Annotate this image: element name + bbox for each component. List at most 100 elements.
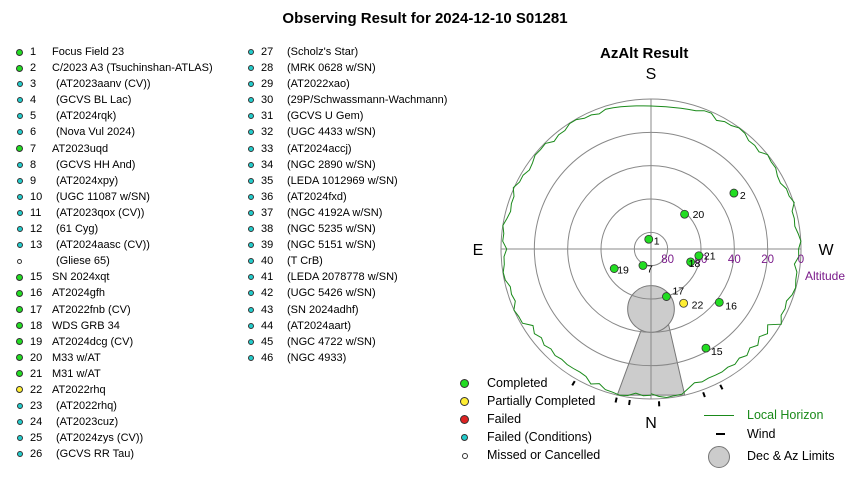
- target-number: 35: [261, 174, 274, 187]
- wind-tick: [614, 397, 618, 403]
- point-label-21: 21: [704, 251, 716, 263]
- target-number: 42: [261, 287, 274, 300]
- status-dot-icon: [17, 258, 22, 264]
- status-dot-icon: [16, 177, 23, 184]
- point-1: [644, 234, 654, 244]
- target-name: (AT2024fxd): [287, 190, 347, 203]
- direction-label-left: E: [473, 242, 484, 259]
- status-dot-icon: [16, 226, 23, 233]
- point-label-7: 7: [647, 263, 653, 275]
- target-name: Focus Field 23: [52, 46, 125, 58]
- wind-tick: [571, 380, 576, 386]
- target-number: 27: [261, 46, 274, 58]
- target-name: (LEDA 2078778 w/SN): [287, 271, 398, 284]
- target-number: 12: [30, 223, 43, 236]
- target-number: 16: [30, 287, 43, 300]
- target-number: 15: [30, 271, 43, 284]
- limits-circle-icon: [708, 446, 730, 468]
- status-dot-icon: [16, 193, 23, 200]
- target-name: WDS GRB 34: [52, 319, 120, 332]
- point-15: [701, 343, 711, 353]
- target-number: 5: [30, 110, 37, 123]
- chart-title: AzAlt Result: [600, 45, 689, 62]
- target-number: 45: [261, 335, 274, 348]
- failed-conditions-swatch: [461, 434, 468, 441]
- target-number: 22: [30, 383, 43, 396]
- target-number: 18: [30, 319, 43, 332]
- target-name: (UGC 4433 w/SN): [287, 126, 376, 139]
- target-name: (AT2024accj): [287, 142, 352, 155]
- target-name: AT2022rhq: [52, 383, 106, 396]
- legend-missed: Missed or Cancelled: [487, 448, 601, 462]
- target-name: AT2024dcg (CV): [52, 335, 134, 348]
- status-dot-icon: [16, 338, 23, 346]
- target-name: AT2022fnb (CV): [52, 303, 131, 316]
- target-name: (AT2023aanv (CV)): [56, 78, 151, 91]
- status-dot-icon: [247, 113, 254, 120]
- status-dot-icon: [16, 435, 23, 442]
- point-label-22: 22: [692, 299, 704, 311]
- target-number: 37: [261, 206, 274, 219]
- target-number: 11: [30, 206, 42, 219]
- status-dot-icon: [16, 354, 23, 362]
- legend-partial: Partially Completed: [487, 394, 596, 408]
- status-dot-icon: [16, 306, 23, 313]
- status-dot-icon: [16, 289, 23, 297]
- status-dot-icon: [16, 273, 23, 281]
- status-dot-icon: [247, 177, 254, 184]
- target-name: C/2023 A3 (Tsuchinshan-ATLAS): [52, 62, 213, 75]
- legend-failed: Failed: [487, 412, 522, 426]
- status-dot-icon: [16, 419, 23, 426]
- status-dot-icon: [247, 322, 254, 329]
- target-number: 46: [261, 351, 274, 364]
- point-label-15: 15: [711, 346, 723, 358]
- target-number: 17: [30, 303, 43, 316]
- target-name: (NGC 5151 w/SN): [287, 239, 376, 252]
- target-name: (LEDA 1012969 w/SN): [287, 174, 398, 187]
- point-22: [679, 298, 689, 308]
- status-dot-icon: [247, 242, 254, 249]
- point-label-17: 17: [672, 286, 684, 298]
- altitude-tick-label: 80: [661, 254, 674, 266]
- completed-swatch: [460, 379, 469, 388]
- target-number: 20: [30, 351, 43, 364]
- status-dot-icon: [16, 81, 23, 88]
- target-name: (AT2022xao): [287, 78, 350, 91]
- wind-tick: [628, 399, 631, 406]
- target-number: 38: [261, 223, 274, 236]
- point-21: [694, 251, 704, 261]
- target-number: 39: [261, 239, 274, 252]
- target-number: 30: [261, 94, 274, 107]
- target-name: (UGC 11087 w/SN): [56, 190, 150, 203]
- target-number: 10: [30, 190, 43, 203]
- status-dot-icon: [16, 451, 23, 458]
- local-horizon-line: [502, 105, 802, 399]
- target-number: 26: [30, 448, 43, 461]
- point-label-20: 20: [693, 209, 705, 221]
- target-number: 43: [261, 303, 274, 316]
- point-17: [662, 292, 671, 301]
- status-dot-icon: [247, 226, 254, 233]
- point-label-18: 18: [689, 258, 701, 270]
- page-title: Observing Result for 2024-12-10 S01281: [282, 10, 568, 27]
- target-name: (AT2022rhq): [56, 400, 117, 413]
- status-dot-icon: [247, 145, 254, 152]
- altitude-tick-label: 40: [728, 254, 741, 266]
- target-number: 2: [30, 62, 37, 75]
- legend-horizon: Local Horizon: [747, 408, 824, 422]
- target-number: 1: [30, 46, 37, 58]
- wind-mark-icon: [716, 433, 725, 435]
- direction-label-top: S: [646, 66, 657, 83]
- status-dot-icon: [16, 386, 23, 394]
- target-name: AT2024gfh: [52, 287, 106, 300]
- target-name: (UGC 5426 w/SN): [287, 287, 376, 300]
- target-name: M31 w/AT: [52, 367, 101, 380]
- target-name: (SN 2024adhf): [287, 303, 359, 316]
- point-2: [729, 188, 739, 198]
- failed-swatch: [460, 415, 469, 424]
- target-number: 21: [30, 367, 43, 380]
- status-dot-icon: [16, 242, 23, 249]
- wind-tick: [719, 384, 724, 390]
- point-19: [609, 264, 619, 273]
- target-name: (NGC 5235 w/SN): [287, 223, 376, 236]
